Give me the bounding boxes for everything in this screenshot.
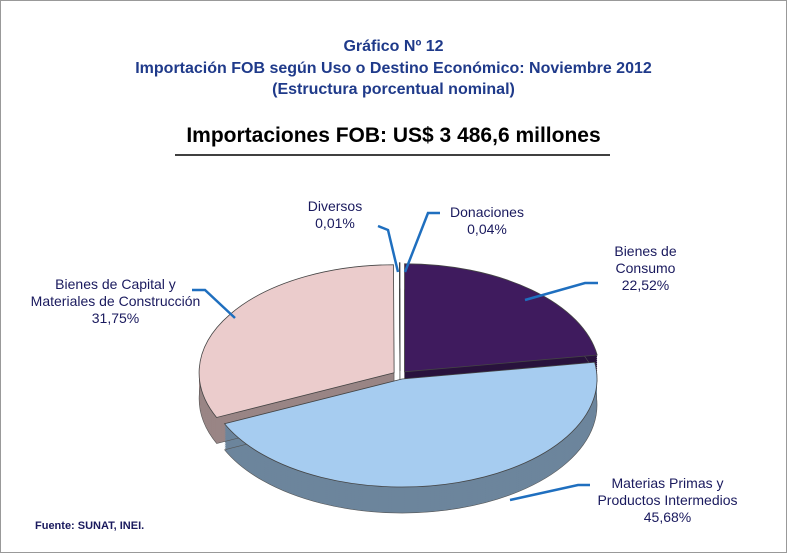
slice xyxy=(404,263,598,373)
value-label: 0,01% xyxy=(315,215,355,231)
chart-subtitle: Importación FOB según Uso o Destino Econ… xyxy=(135,60,652,77)
chart-subtitle: (Estructura porcentual nominal) xyxy=(272,81,515,98)
slice-side-edge xyxy=(224,387,598,514)
slice-label: Bienes de Consumo 22,52% xyxy=(588,243,703,294)
leader-line xyxy=(509,483,590,502)
value-label: 31,75% xyxy=(91,310,140,326)
slice xyxy=(223,361,598,488)
category-label: Bienes de Consumo xyxy=(614,243,677,276)
chart-title: Gráfico Nº 12 xyxy=(343,38,444,55)
slice-label: Donaciones 0,04% xyxy=(432,204,542,238)
leader-line xyxy=(524,281,598,302)
slice-label: Materias Primas y Productos Intermedios 4… xyxy=(580,475,755,526)
leader-line xyxy=(192,288,236,319)
leader-line xyxy=(403,211,440,273)
value-label: 0,04% xyxy=(467,221,507,237)
value-label: 45,68% xyxy=(643,509,692,525)
chart-heading: Importaciones FOB: US$ 3 486,6 millones xyxy=(186,124,601,147)
category-label: Diversos xyxy=(307,198,363,214)
category-label: Bienes de Capital y Materiales de Constr… xyxy=(30,276,201,309)
source-note: Fuente: SUNAT, INEI. xyxy=(35,520,145,532)
value-label: 22,52% xyxy=(621,277,670,293)
slice-label: Bienes de Capital y Materiales de Constr… xyxy=(28,276,203,327)
category-label: Donaciones xyxy=(450,204,524,220)
category-label: Materias Primas y Productos Intermedios xyxy=(597,475,738,508)
slice-label: Diversos 0,01% xyxy=(295,198,375,232)
leader-line xyxy=(377,224,400,273)
